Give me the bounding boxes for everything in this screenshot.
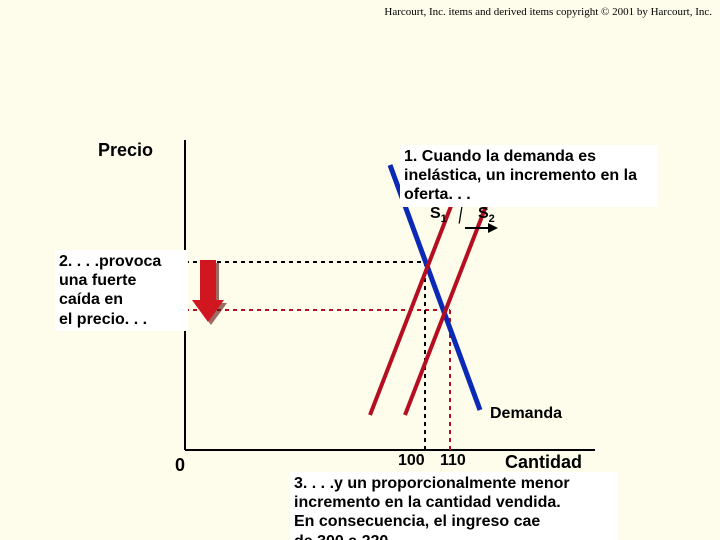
annotation-2-line4: el precio. . . (59, 310, 184, 329)
slide-root: Harcourt, Inc. items and derived items c… (0, 0, 720, 540)
q1-tick: 100 (398, 452, 425, 470)
origin-label: 0 (175, 455, 185, 476)
annotation-3-line2: incremento en la cantidad vendida. (294, 493, 614, 512)
annotation-3-line3: En consecuencia, el ingreso cae (294, 512, 614, 531)
annotation-2-line3: caída en (59, 290, 184, 309)
s1-label: S1 (430, 205, 447, 225)
annotation-2-line1: 2. . . .provoca (59, 252, 184, 271)
annotation-1: 1. Cuando la demanda es inelástica, un i… (400, 145, 658, 207)
annotation-2-line2: una fuerte (59, 271, 184, 290)
annotation-3-line4: de 300 a 220. (294, 532, 614, 540)
annotation-3-line1: 3. . . .y un proporcionalmente menor (294, 474, 614, 493)
demand-label: Demanda (490, 405, 562, 423)
y-axis-label: Precio (98, 140, 153, 161)
x-axis-label: Cantidad (505, 452, 582, 473)
annotation-3: 3. . . .y un proporcionalmente menor inc… (290, 472, 618, 540)
q2-tick: 110 (440, 452, 466, 470)
annotation-2: 2. . . .provoca una fuerte caída en el p… (55, 250, 188, 331)
s2-label: S2 (478, 205, 495, 225)
